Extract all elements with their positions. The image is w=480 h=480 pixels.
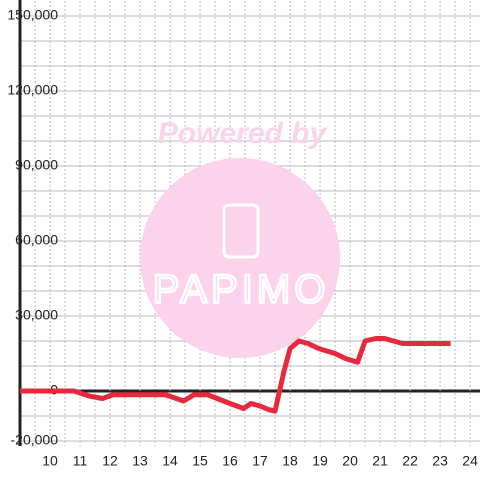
x-tick-label: 17 bbox=[252, 453, 268, 469]
x-tick-label: 22 bbox=[402, 453, 418, 469]
x-tick-label: 14 bbox=[162, 453, 178, 469]
x-tick-label: 23 bbox=[432, 453, 448, 469]
x-tick-label: 21 bbox=[372, 453, 388, 469]
y-tick-label: 30,000 bbox=[15, 307, 58, 323]
x-tick-label: 12 bbox=[102, 453, 118, 469]
x-tick-label: 19 bbox=[312, 453, 328, 469]
watermark-brand: PAPIMO bbox=[153, 268, 330, 312]
x-tick-label: 20 bbox=[342, 453, 358, 469]
x-tick-label: 24 bbox=[462, 453, 478, 469]
x-tick-label: 11 bbox=[73, 453, 88, 469]
y-tick-label: -20,000 bbox=[11, 432, 59, 448]
y-tick-label: 90,000 bbox=[15, 157, 58, 173]
data-line bbox=[20, 336, 451, 414]
watermark-icon bbox=[222, 203, 260, 259]
y-tick-label: 150,000 bbox=[7, 7, 58, 23]
x-tick-label: 13 bbox=[132, 453, 148, 469]
x-tick-label: 10 bbox=[42, 453, 58, 469]
watermark-title: Powered by bbox=[158, 117, 328, 150]
x-tick-label: 18 bbox=[282, 453, 298, 469]
x-tick-label: 15 bbox=[192, 453, 208, 469]
y-tick-label: 120,000 bbox=[7, 82, 58, 98]
watermark: Powered by PAPIMO bbox=[140, 117, 340, 358]
x-tick-label: 16 bbox=[222, 453, 238, 469]
y-tick-label: 60,000 bbox=[15, 232, 58, 248]
